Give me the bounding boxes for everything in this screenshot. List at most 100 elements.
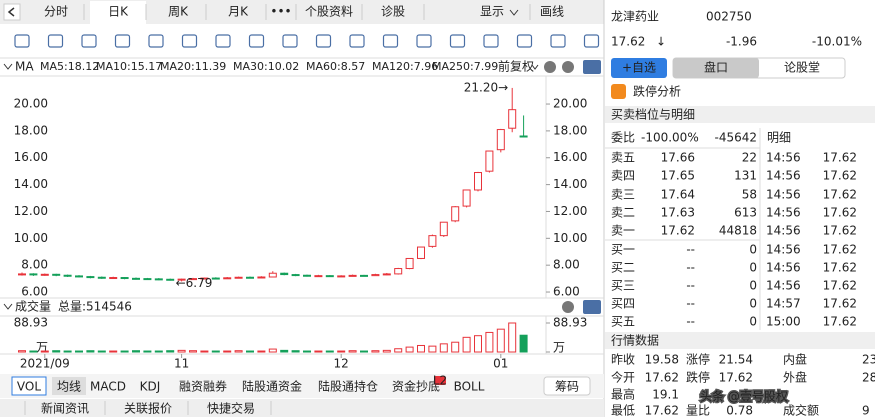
tab[interactable]: 日K [108, 5, 129, 19]
quote-label: 内盘 [783, 352, 807, 367]
y-tick-label: 6.00 [21, 285, 48, 299]
tool-icon[interactable] [349, 34, 365, 48]
chip-label[interactable]: 筹码 [555, 380, 579, 394]
tick-price: 17.62 [823, 261, 857, 275]
tick-price: 17.62 [823, 206, 857, 220]
tool-icon[interactable] [416, 34, 432, 48]
limit-analysis[interactable]: 跌停分析 [633, 84, 681, 99]
volume-bar [303, 350, 311, 353]
volume-bar [132, 350, 140, 353]
x-tick-label: 01 [493, 357, 508, 371]
tool-icon[interactable] [315, 34, 332, 48]
tool-icon[interactable] [81, 34, 97, 48]
level-price: 17.63 [661, 206, 695, 220]
level-volume: 22 [742, 151, 757, 165]
volume-bar [120, 350, 129, 353]
zoom-out[interactable] [562, 301, 574, 313]
volume-bar [223, 350, 232, 353]
volume-bar [63, 350, 72, 353]
tool-icon[interactable] [215, 34, 231, 48]
bottom-tab[interactable]: 快捷交易 [207, 401, 255, 416]
tab[interactable]: 画线 [540, 5, 564, 19]
tick-price: 17.62 [823, 169, 857, 183]
tool-icon[interactable] [248, 34, 265, 48]
candle-body [29, 273, 38, 276]
tool-icon[interactable] [382, 34, 399, 48]
tab[interactable]: 个股资料 [305, 5, 353, 19]
indicator-tab[interactable]: 陆股通持仓 [318, 379, 378, 394]
candle-body [508, 109, 517, 129]
tool-icon[interactable] [583, 34, 600, 48]
segment-label[interactable]: 盘口 [704, 60, 728, 75]
indicator-tab[interactable]: 融资融券 [179, 379, 227, 394]
level-label: 买三 [611, 279, 635, 293]
tool-icon[interactable] [483, 34, 499, 48]
bottom-tab[interactable]: 新闻资讯 [41, 401, 89, 416]
zoom-in[interactable] [562, 61, 574, 73]
volume-bar [325, 350, 334, 353]
tab[interactable]: 显示 [480, 5, 504, 19]
y-tick-label: 16.00 [14, 150, 48, 164]
candle-body [428, 235, 437, 247]
bottom-tab[interactable]: 关联报价 [124, 401, 172, 416]
add-watch-button[interactable] [611, 58, 667, 78]
tool-icon[interactable] [14, 34, 30, 48]
tick-time: 14:56 [766, 151, 801, 165]
limit-icon [611, 84, 626, 99]
tab[interactable]: 诊股 [381, 5, 405, 19]
volume-bar [29, 350, 38, 353]
level-label: 买一 [611, 243, 635, 257]
candle-body [291, 274, 300, 277]
ma-label: MA [15, 60, 34, 74]
segment-label[interactable]: 论股堂 [784, 61, 820, 75]
y-tick-label-right: 14.00 [553, 177, 587, 191]
settings[interactable] [583, 300, 601, 314]
volume-bar [189, 350, 197, 353]
tab[interactable]: 周K [168, 5, 189, 19]
chip-button[interactable] [543, 376, 591, 396]
fuquan[interactable]: 前复权 [498, 59, 534, 74]
candle-body [143, 278, 152, 281]
y-tick-label: 8.00 [21, 258, 48, 272]
indicator-tab[interactable]: MACD [90, 380, 126, 394]
tick-time: 14:56 [766, 188, 801, 202]
level-price: -- [686, 243, 695, 257]
y-tick-label-right: 8.00 [553, 258, 580, 272]
segment-selected[interactable] [673, 58, 759, 78]
zoom-out[interactable] [544, 61, 556, 73]
tool-icon[interactable] [181, 34, 198, 48]
tool-icon[interactable] [449, 34, 466, 48]
weicha: -45642 [714, 131, 757, 145]
settings[interactable] [583, 60, 601, 74]
quote-label: 昨收 [611, 353, 635, 367]
volume-bar [496, 328, 505, 353]
indicator-tab[interactable]: BOLL [454, 380, 485, 394]
candle-body [519, 135, 528, 138]
indicator-tab[interactable]: 陆股通资金 [242, 379, 302, 394]
badge-bg [434, 376, 446, 385]
tab[interactable]: ••• [270, 5, 291, 19]
volume-bar [348, 350, 357, 353]
volume-bar [40, 350, 49, 353]
indicator-tab[interactable]: KDJ [140, 380, 161, 394]
indicator-tab[interactable]: 均线 [57, 380, 81, 394]
tool-icon[interactable] [114, 34, 131, 48]
quote-value: 28 [862, 371, 875, 385]
tab[interactable]: 分时 [44, 5, 68, 19]
add-watch-label[interactable]: +自选 [622, 61, 656, 75]
tool-icon[interactable] [282, 34, 298, 48]
candle-body [75, 275, 83, 278]
indicator-tab[interactable]: VOL [17, 380, 41, 394]
tick-time: 14:56 [766, 224, 801, 238]
y-tick-label-right: 12.00 [553, 204, 587, 218]
tool-icon[interactable] [47, 34, 64, 48]
tool-icon[interactable] [148, 34, 164, 48]
indicator-tab[interactable]: 资金抄底 [392, 379, 440, 394]
tab[interactable]: 月K [228, 5, 249, 19]
tool-icon[interactable] [516, 34, 533, 48]
level-price: -- [686, 315, 695, 329]
y-tick-label: 12.00 [14, 204, 48, 218]
candle-body [189, 278, 197, 281]
tool-icon[interactable] [550, 34, 566, 48]
quote-label: 外盘 [783, 370, 807, 385]
